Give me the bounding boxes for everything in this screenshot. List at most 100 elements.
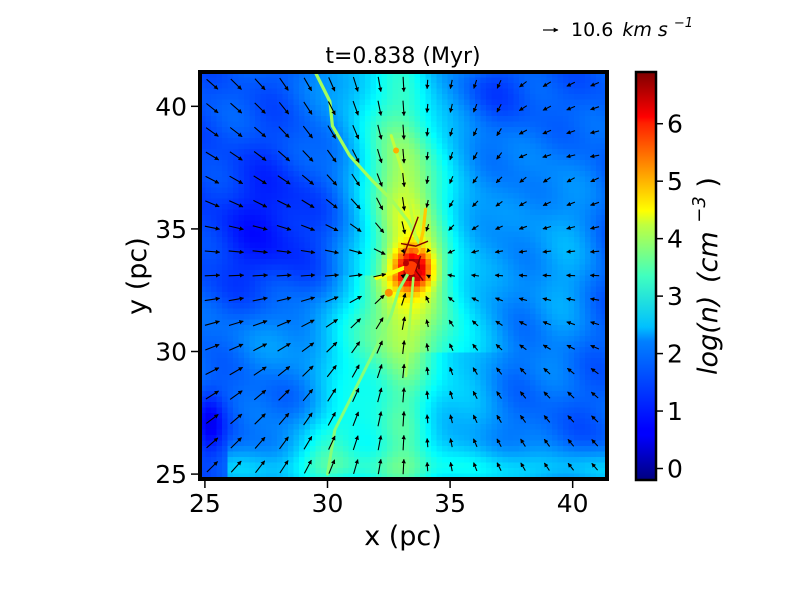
heatmap-cell: [321, 149, 328, 156]
heatmap-cell: [293, 451, 300, 458]
heatmap-cell: [420, 391, 427, 398]
heatmap-cell: [354, 237, 361, 244]
heatmap-cell: [216, 336, 223, 343]
heatmap-cell: [348, 171, 355, 178]
heatmap-cell: [414, 347, 421, 354]
heatmap-cell: [211, 352, 218, 359]
heatmap-cell: [359, 264, 366, 271]
heatmap-cell: [431, 336, 438, 343]
heatmap-cell: [513, 286, 520, 293]
heatmap-cell: [420, 88, 427, 95]
heatmap-cell: [508, 319, 515, 326]
heatmap-cell: [469, 424, 476, 431]
heatmap-cell: [541, 424, 548, 431]
heatmap-cell: [348, 457, 355, 464]
heatmap-cell: [458, 385, 465, 392]
heatmap-cell: [442, 88, 449, 95]
heatmap-cell: [326, 127, 333, 134]
heatmap-cell: [381, 88, 388, 95]
heatmap-cell: [238, 429, 245, 436]
heatmap-cell: [277, 72, 284, 79]
heatmap-cell: [332, 369, 339, 376]
heatmap-cell: [354, 308, 361, 315]
heatmap-cell: [282, 325, 289, 332]
heatmap-cell: [321, 176, 328, 183]
heatmap-cell: [414, 358, 421, 365]
heatmap-cell: [315, 314, 322, 321]
heatmap-cell: [469, 237, 476, 244]
heatmap-cell: [546, 374, 553, 381]
heatmap-cell: [519, 264, 526, 271]
heatmap-cell: [403, 160, 410, 167]
heatmap-cell: [255, 358, 262, 365]
heatmap-cell: [403, 154, 410, 161]
heatmap-cell: [381, 226, 388, 233]
heatmap-cell: [381, 446, 388, 453]
heatmap-cell: [343, 182, 350, 189]
heatmap-cell: [370, 154, 377, 161]
heatmap-cell: [497, 424, 504, 431]
heatmap-cell: [398, 418, 405, 425]
heatmap-cell: [546, 385, 553, 392]
heatmap-cell: [524, 110, 531, 117]
heatmap-cell: [288, 363, 295, 370]
heatmap-cell: [464, 440, 471, 447]
heatmap-cell: [480, 314, 487, 321]
heatmap-cell: [370, 429, 377, 436]
heatmap-cell: [387, 308, 394, 315]
heatmap-cell: [469, 88, 476, 95]
heatmap-cell: [557, 297, 564, 304]
heatmap-cell: [315, 264, 322, 271]
heatmap-cell: [370, 314, 377, 321]
heatmap-cell: [365, 143, 372, 150]
heatmap-cell: [222, 182, 229, 189]
heatmap-cell: [211, 270, 218, 277]
heatmap-cell: [541, 336, 548, 343]
heatmap-cell: [332, 396, 339, 403]
heatmap-cell: [381, 303, 388, 310]
heatmap-cell: [420, 347, 427, 354]
heatmap-cell: [414, 176, 421, 183]
heatmap-cell: [359, 451, 366, 458]
heatmap-cell: [343, 413, 350, 420]
heatmap-cell: [486, 83, 493, 90]
heatmap-cell: [277, 94, 284, 101]
heatmap-cell: [332, 446, 339, 453]
heatmap-cell: [420, 209, 427, 216]
heatmap-cell: [530, 352, 537, 359]
heatmap-cell: [205, 286, 212, 293]
heatmap-cell: [409, 435, 416, 442]
heatmap-cell: [277, 220, 284, 227]
heatmap-cell: [431, 468, 438, 475]
heatmap-cell: [458, 270, 465, 277]
heatmap-cell: [271, 391, 278, 398]
heatmap-cell: [475, 319, 482, 326]
heatmap-cell: [205, 314, 212, 321]
heatmap-cell: [326, 292, 333, 299]
heatmap-cell: [222, 138, 229, 145]
heatmap-cell: [442, 94, 449, 101]
heatmap-cell: [238, 242, 245, 249]
heatmap-cell: [535, 83, 542, 90]
heatmap-cell: [458, 374, 465, 381]
heatmap-cell: [480, 237, 487, 244]
heatmap-cell: [486, 220, 493, 227]
heatmap-cell: [475, 281, 482, 288]
heatmap-cell: [557, 352, 564, 359]
heatmap-cell: [535, 149, 542, 156]
heatmap-cell: [222, 171, 229, 178]
heatmap-cell: [222, 391, 229, 398]
heatmap-cell: [524, 182, 531, 189]
heatmap-cell: [299, 292, 306, 299]
heatmap-cell: [513, 297, 520, 304]
heatmap-cell: [546, 231, 553, 238]
heatmap-cell: [315, 462, 322, 469]
heatmap-cell: [497, 253, 504, 260]
heatmap-cell: [541, 138, 548, 145]
heatmap-cell: [249, 391, 256, 398]
heatmap-cell: [326, 215, 333, 222]
heatmap-cell: [321, 418, 328, 425]
heatmap-cell: [266, 424, 273, 431]
heatmap-cell: [563, 319, 570, 326]
heatmap-cell: [453, 110, 460, 117]
